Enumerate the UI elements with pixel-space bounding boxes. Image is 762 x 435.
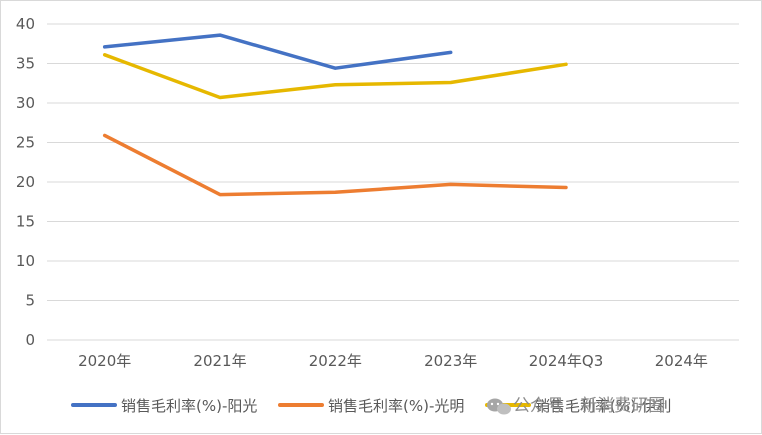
watermark-text: 公众号 · 新消费研圈 [513,396,665,416]
legend-label-2: 销售毛利率(%)-伊利 [535,397,671,415]
x-tick-label: 2023年 [424,352,477,370]
y-tick-label: 30 [16,94,35,112]
y-tick-label: 15 [16,213,35,231]
series-line-2 [102,53,568,100]
x-tick-label: 2024年Q3 [529,352,604,370]
y-tick-label: 20 [16,173,35,191]
y-tick-label: 10 [16,252,35,270]
x-tick-label: 2020年 [78,352,131,370]
y-tick-label: 40 [16,15,35,33]
series-lines [102,33,568,197]
legend-label-0: 销售毛利率(%)-阳光 [121,397,257,415]
x-tick-label: 2021年 [193,352,246,370]
y-tick-label: 0 [25,331,35,349]
x-axis-ticks: 2020年 2021年 2022年 2023年 2024年Q3 2024年 [78,352,708,370]
y-tick-label: 25 [16,134,35,152]
x-tick-label: 2022年 [309,352,362,370]
y-tick-label: 5 [25,292,35,310]
wechat-icon [487,398,511,415]
watermark: 公众号 · 新消费研圈 [487,396,665,416]
series-line-1 [102,133,568,197]
y-axis-ticks: 0 5 10 15 20 25 30 35 40 [16,15,35,349]
series-line-0 [102,33,453,70]
legend-label-1: 销售毛利率(%)-光明 [328,397,464,415]
gridlines [47,23,739,341]
x-tick-label: 2024年 [655,352,708,370]
y-tick-label: 35 [16,55,35,73]
legend: 销售毛利率(%)-阳光 销售毛利率(%)-光明 销售毛利率(%)-伊利 [71,397,671,415]
